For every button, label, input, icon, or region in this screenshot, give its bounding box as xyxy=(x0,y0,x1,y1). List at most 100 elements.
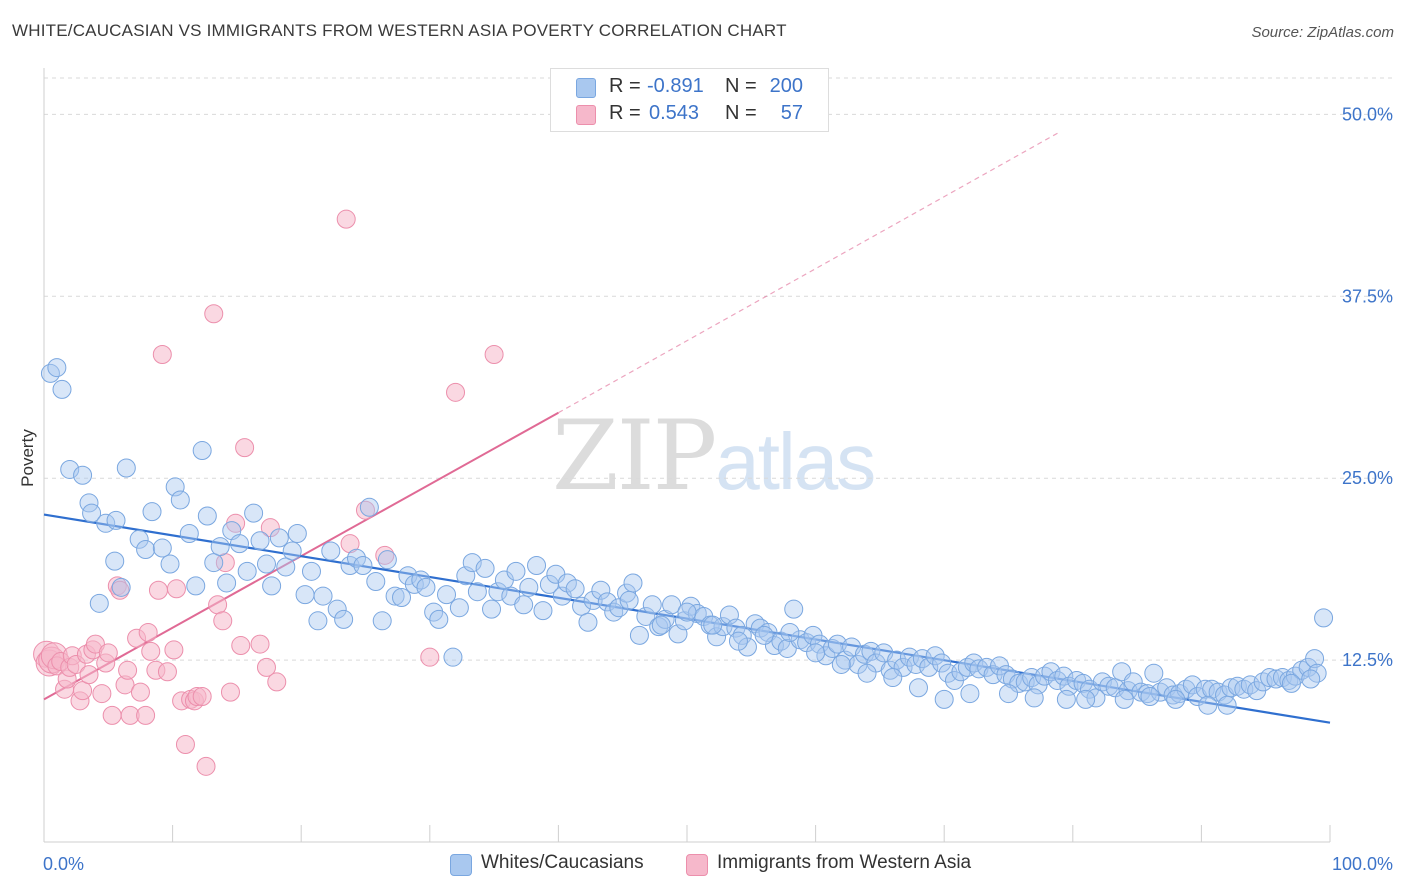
y-axis-title: Poverty xyxy=(18,429,37,487)
blue-point xyxy=(262,576,282,596)
blue-point xyxy=(1131,682,1151,702)
blue-point xyxy=(908,678,928,698)
blue-point xyxy=(609,598,629,618)
blue-point xyxy=(488,582,508,602)
pink-point xyxy=(204,304,224,324)
blue-point xyxy=(1099,676,1119,696)
blue-point xyxy=(359,497,379,517)
blue-point xyxy=(964,653,984,673)
source-label: Source: ZipAtlas.com xyxy=(1251,24,1394,41)
pink-point xyxy=(446,382,466,402)
pink-point xyxy=(213,611,233,631)
blue-point xyxy=(655,609,675,629)
pink-point xyxy=(267,672,287,692)
blue-point xyxy=(73,465,93,485)
pink-point xyxy=(102,705,122,725)
blue-point xyxy=(1144,663,1164,683)
blue-point xyxy=(443,647,463,667)
blue-point xyxy=(204,553,224,573)
blue-point xyxy=(969,659,989,679)
blue-point xyxy=(429,609,449,629)
pink-point xyxy=(79,665,99,685)
blue-point xyxy=(179,523,199,543)
blue-point xyxy=(136,539,156,559)
blue-point xyxy=(784,599,804,619)
blue-point xyxy=(1076,689,1096,709)
blue-point xyxy=(642,595,662,615)
blue-point xyxy=(197,506,217,526)
pink-point xyxy=(152,344,172,364)
blue-point xyxy=(557,573,577,593)
blue-points xyxy=(40,358,1334,715)
legend-r-value: 0.543 xyxy=(649,102,700,124)
blue-point xyxy=(831,654,851,674)
blue-point xyxy=(327,599,347,619)
blue-point xyxy=(617,583,637,603)
blue-point xyxy=(192,441,212,461)
blue-point xyxy=(883,668,903,688)
blue-point xyxy=(728,631,748,651)
blue-point xyxy=(1305,649,1325,669)
legend-swatch-whites xyxy=(450,854,472,876)
blue-point xyxy=(737,637,757,657)
blue-point xyxy=(416,577,436,597)
blue-point xyxy=(934,689,954,709)
x-tick-label-max: 100.0% xyxy=(1332,854,1393,874)
blue-point xyxy=(47,358,67,378)
blue-point xyxy=(105,551,125,571)
blue-point xyxy=(186,576,206,596)
legend-n-value: 57 xyxy=(780,102,803,124)
blue-point xyxy=(295,585,315,605)
blue-point xyxy=(893,657,913,677)
y-tick-label: 37.5% xyxy=(1342,286,1393,306)
blue-point xyxy=(925,646,945,666)
blue-point xyxy=(1123,672,1143,692)
legend-r-label: R = xyxy=(609,75,641,97)
blue-point xyxy=(827,634,847,654)
blue-point xyxy=(519,577,539,597)
pink-point xyxy=(356,500,375,520)
blue-point xyxy=(919,657,939,677)
pink-point xyxy=(420,647,440,667)
y-tick-label: 12.5% xyxy=(1342,650,1393,670)
blue-point xyxy=(597,592,617,612)
legend-row-pink: R = 0.543 N = 57 xyxy=(551,100,828,128)
blue-point xyxy=(82,503,102,523)
blue-point xyxy=(250,531,270,551)
blue-point xyxy=(703,615,723,635)
blue-point xyxy=(217,573,237,593)
x-tick-label-min: 0.0% xyxy=(43,854,84,874)
blue-point xyxy=(142,502,162,522)
blue-point xyxy=(269,528,289,548)
pink-point xyxy=(340,534,360,554)
pink-point xyxy=(231,636,251,656)
pink-point xyxy=(148,580,168,600)
legend-n-label: N = xyxy=(725,102,757,124)
pink-point xyxy=(164,640,184,660)
blue-point xyxy=(662,595,682,615)
blue-point xyxy=(565,579,585,599)
pink-point xyxy=(157,662,177,682)
blue-point xyxy=(578,612,598,632)
blue-point xyxy=(321,541,341,561)
series-legend: Whites/Caucasians Immigrants from Wester… xyxy=(0,852,1406,878)
blue-point xyxy=(52,379,72,399)
blue-point xyxy=(237,561,257,581)
blue-point xyxy=(780,622,800,642)
pink-point xyxy=(141,641,161,661)
blue-point xyxy=(623,573,643,593)
blue-point xyxy=(160,554,180,574)
blue-point xyxy=(334,609,354,629)
legend-r-value: -0.891 xyxy=(647,75,704,97)
pink-point xyxy=(235,438,255,458)
blue-point xyxy=(313,586,333,606)
legend-n-label: N = xyxy=(725,75,757,97)
chart-title: WHITE/CAUCASIAN VS IMMIGRANTS FROM WESTE… xyxy=(12,21,787,40)
blue-point xyxy=(533,601,553,621)
pink-trend-dashed xyxy=(558,131,1061,414)
blue-point xyxy=(960,684,980,704)
legend-swatch-blue xyxy=(576,78,596,98)
blue-point xyxy=(1217,695,1237,715)
blue-point xyxy=(276,557,296,577)
blue-point xyxy=(681,596,701,616)
